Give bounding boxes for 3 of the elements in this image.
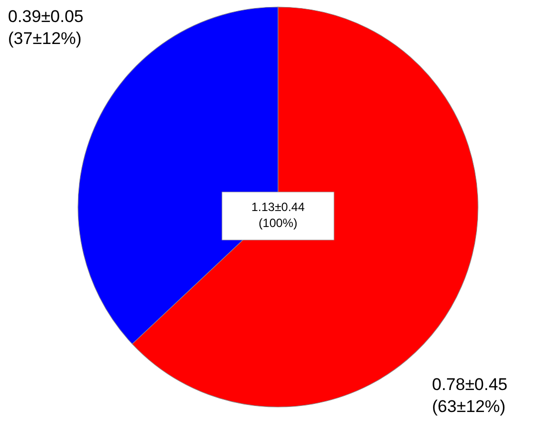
text: 1.13±0.44 (100%) — [251, 200, 305, 230]
data-label: 0.39±0.05 (37±12%) — [8, 7, 84, 48]
data-label: 0.78±0.45 (63±12%) — [432, 375, 508, 416]
